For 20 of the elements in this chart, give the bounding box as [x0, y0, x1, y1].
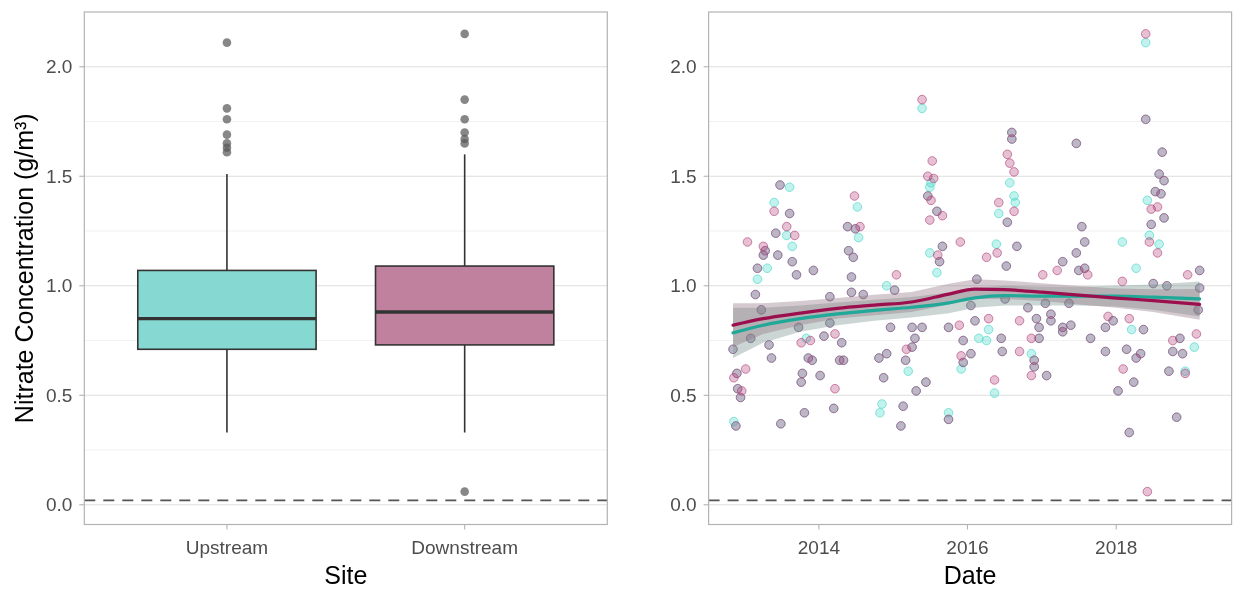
x-tick-label: 2018 [1095, 536, 1138, 558]
y-tick-label: 1.0 [670, 275, 697, 297]
y-tick-label: 1.0 [45, 275, 73, 297]
x-tick-label: Downstream [411, 536, 518, 558]
x-tick-label: 2014 [797, 536, 841, 558]
x-tick-label: 2016 [946, 536, 989, 558]
x-axis-title: Date [943, 561, 997, 589]
y-tick-label: 0.5 [670, 384, 697, 406]
line-series [731, 294, 1202, 335]
x-tick-label: Upstream [185, 536, 269, 558]
y-tick-label: 1.5 [45, 165, 73, 187]
y-tick-label: 0.0 [670, 494, 697, 516]
y-tick-label: 2.0 [45, 56, 73, 78]
y-tick-label: 0.5 [45, 384, 73, 406]
y-axis-title: Nitrate Concentration (g/m³) [10, 113, 38, 424]
x-axis-title: Site [324, 561, 368, 589]
y-tick-label: 1.5 [670, 165, 697, 187]
y-tick-label: 2.0 [670, 56, 697, 78]
line-series [731, 287, 1202, 327]
y-tick-label: 0.0 [45, 494, 73, 516]
